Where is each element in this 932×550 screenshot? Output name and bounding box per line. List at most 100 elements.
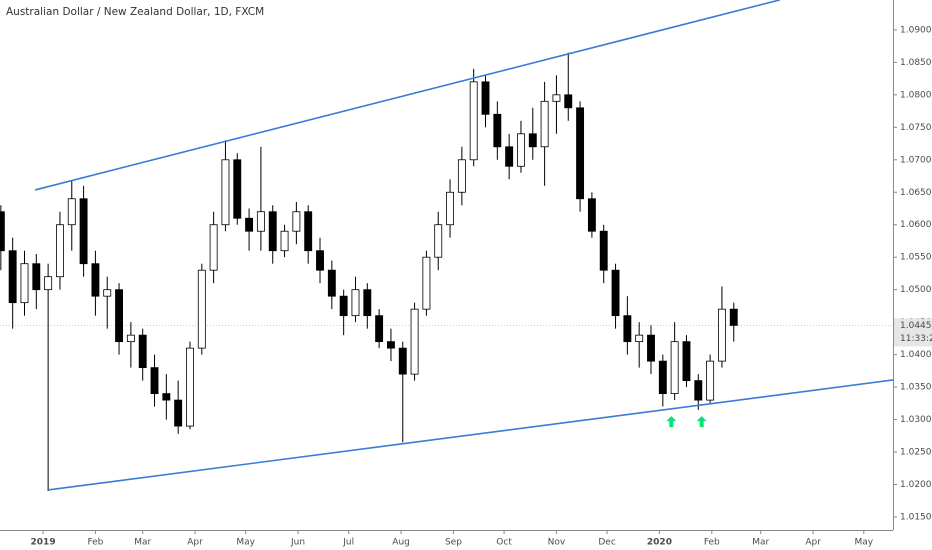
candle-body <box>647 334 655 362</box>
candle-body <box>20 263 29 304</box>
candle-body <box>635 334 644 343</box>
candle-body <box>375 315 384 343</box>
y-tick-label: 1.01500 <box>900 513 932 523</box>
y-tick-label: 1.06000 <box>900 220 932 230</box>
candle-body <box>56 224 64 278</box>
x-tick-label: Sep <box>445 538 462 548</box>
candle-body <box>717 308 726 362</box>
candle-body <box>576 107 585 200</box>
countdown-label: 11:33:24 <box>900 334 932 344</box>
x-tick-label: Aug <box>392 538 410 548</box>
candle-body <box>0 211 5 252</box>
x-tick-label: Feb <box>87 538 103 548</box>
trendline <box>34 0 781 191</box>
candle-body <box>505 146 514 167</box>
candle-body <box>694 380 703 401</box>
candle-body <box>670 341 679 395</box>
trendline <box>48 379 894 491</box>
candle-body <box>422 256 431 310</box>
candle-body <box>327 269 336 297</box>
candle-body <box>268 211 277 252</box>
last-price-label: 1.04450 <box>900 321 932 331</box>
candle-body <box>540 100 549 148</box>
x-tick-label: Oct <box>496 538 512 548</box>
candle-body <box>209 224 218 271</box>
x-tick-label: Mar <box>134 538 151 548</box>
candle-body <box>67 198 76 226</box>
chart-title: Australian Dollar / New Zealand Dollar, … <box>6 6 264 18</box>
candle-body <box>162 393 171 401</box>
candle-body <box>611 269 620 317</box>
x-tick-label: Nov <box>548 538 566 548</box>
y-tick-label: 1.02500 <box>900 448 932 458</box>
y-tick-label: 1.03500 <box>900 383 932 393</box>
candle-body <box>44 276 53 291</box>
x-tick-label: Jul <box>342 538 354 548</box>
arrow-marker <box>666 416 677 428</box>
x-tick-label: 2020 <box>647 538 672 548</box>
y-tick-label: 1.04000 <box>900 350 932 360</box>
candle-body <box>8 250 17 304</box>
candle-body <box>292 211 301 232</box>
x-tick-label: May <box>236 538 255 548</box>
candle-body <box>363 289 372 317</box>
candle-body <box>493 113 502 148</box>
candle-body <box>233 159 242 219</box>
plot-area <box>0 0 894 492</box>
candle-body <box>91 263 100 297</box>
candle-body <box>245 217 254 232</box>
candle-body <box>351 289 360 317</box>
arrow-marker <box>696 416 707 428</box>
candle-body <box>103 289 112 297</box>
y-tick-label: 1.09000 <box>900 25 932 35</box>
y-tick-label: 1.05500 <box>900 253 932 263</box>
candle-body <box>517 133 525 167</box>
candle-body <box>706 360 715 401</box>
candle-body <box>446 191 454 226</box>
x-tick-label: Apr <box>805 538 821 548</box>
candle-body <box>32 263 41 291</box>
candle-body <box>256 211 265 232</box>
candle-body <box>339 295 348 317</box>
candle-body <box>587 198 596 232</box>
candle-body <box>623 315 632 343</box>
candle-body <box>410 308 419 375</box>
candle-body <box>457 159 466 193</box>
candle-body <box>481 81 490 115</box>
candle-body <box>528 133 537 148</box>
candle-body <box>126 334 135 343</box>
candle-body <box>552 94 561 102</box>
y-tick-label: 1.02000 <box>900 480 932 490</box>
candle-body <box>434 224 443 258</box>
x-tick-label: May <box>854 538 873 548</box>
y-tick-label: 1.08500 <box>900 58 932 68</box>
x-tick-label: Dec <box>598 538 615 548</box>
x-tick-label: Mar <box>752 538 769 548</box>
candle-body <box>150 367 159 395</box>
candle-body <box>316 250 324 271</box>
y-tick-label: 1.07500 <box>900 123 932 133</box>
candle-body <box>221 159 230 226</box>
candle-body <box>115 289 124 343</box>
candle-body <box>658 360 667 395</box>
candle-body <box>469 81 478 161</box>
candle-body <box>79 198 88 265</box>
y-tick-label: 1.08000 <box>900 90 932 100</box>
x-tick-label: Apr <box>187 538 203 548</box>
candle-body <box>386 341 395 349</box>
candle-body <box>138 334 147 369</box>
candle-body <box>398 347 407 375</box>
x-tick-label: Feb <box>704 538 720 548</box>
y-tick-label: 1.07000 <box>900 155 932 165</box>
candle-body <box>729 308 738 326</box>
y-tick-label: 1.03000 <box>900 415 932 425</box>
candle-body <box>174 399 183 427</box>
y-tick-label: 1.06500 <box>900 188 932 198</box>
x-tick-label: 2019 <box>31 538 56 548</box>
y-tick-label: 1.05000 <box>900 285 932 295</box>
candle-body <box>599 230 608 271</box>
candle-body <box>304 211 313 252</box>
